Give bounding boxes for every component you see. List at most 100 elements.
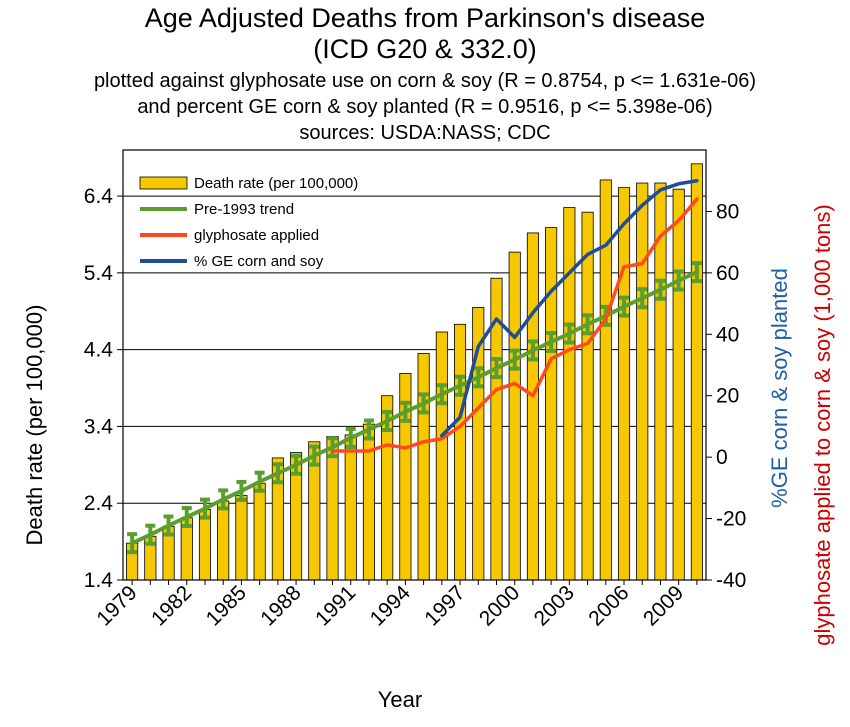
y-tick-label: 5.4	[84, 262, 114, 285]
trend-point	[418, 392, 429, 415]
bar-death-rate	[417, 353, 430, 581]
glyphosate-line	[330, 197, 699, 453]
bar-death-rate	[362, 423, 376, 581]
left-axis-ticks: 1.4 2.4 3.4 4.4 5.4 6.4	[84, 185, 123, 592]
trend-point	[491, 357, 502, 380]
trend-point	[436, 383, 447, 406]
chart-subtitle-2: and percent GE corn & soy planted (R = 0…	[137, 96, 712, 118]
trend-point	[291, 453, 302, 476]
x-tick-label: 1982	[147, 581, 196, 630]
bar-death-rate	[508, 251, 521, 581]
chart-title: Age Adjusted Deaths from Parkinson's dis…	[145, 3, 705, 33]
bar-series	[126, 163, 703, 581]
trend-point	[272, 462, 283, 485]
ge-line	[440, 178, 699, 438]
trend-point	[673, 269, 684, 292]
trend-point	[655, 278, 666, 301]
legend-item: Pre-1993 trend	[140, 201, 294, 218]
legend-item: Death rate (per 100,000)	[139, 175, 358, 192]
x-tick-label: 2000	[475, 581, 524, 630]
y-tick-label: 1.4	[84, 569, 114, 592]
x-axis-ticks: 1979 1982 1985 1988 1991 1994 1997 2000 2003 2006…	[92, 580, 698, 631]
x-tick-label: 1994	[366, 581, 416, 631]
trend-point	[619, 295, 630, 318]
bar-death-rate	[453, 323, 467, 581]
bar-death-rate	[636, 182, 649, 581]
legend-label: % GE corn and soy	[194, 253, 324, 270]
y2-tick-label: -40	[716, 569, 746, 592]
legend-label: Death rate (per 100,000)	[194, 175, 358, 192]
trend-point	[199, 497, 210, 520]
bar-death-rate	[344, 434, 357, 581]
x-tick-label: 1985	[202, 581, 251, 630]
trend-point	[564, 322, 575, 345]
y2-tick-label: 20	[716, 385, 739, 408]
bar-death-rate	[545, 227, 558, 581]
trend-point	[382, 410, 393, 433]
bar-death-rate	[581, 211, 594, 581]
legend-item: % GE corn and soy	[140, 253, 324, 270]
legend-swatch	[139, 176, 188, 190]
trend-line	[130, 270, 699, 546]
trend-point	[691, 261, 702, 284]
y2-axis-label: %GE corn & soy planted	[767, 268, 792, 508]
trend-point	[546, 330, 557, 353]
trend-point	[327, 436, 338, 459]
x-tick-label: 2003	[530, 581, 579, 630]
y2-tick-label: 40	[716, 323, 739, 346]
bar-death-rate	[690, 163, 703, 581]
trend-point	[163, 514, 174, 537]
trend-point	[473, 366, 484, 389]
y2-tick-label: 60	[716, 262, 739, 285]
y2-tick-label: 0	[716, 446, 728, 469]
x-tick-label: 2009	[639, 581, 688, 630]
x-tick-label: 1988	[256, 581, 305, 630]
bar-death-rate	[672, 188, 685, 581]
y-tick-label: 6.4	[84, 185, 114, 208]
y2-tick-label: 80	[716, 200, 739, 223]
chart-title-line2: (ICD G20 & 332.0)	[313, 34, 537, 64]
trend-point	[527, 339, 538, 362]
line-series	[127, 178, 702, 555]
y3-axis-label: glyphosate applied to corn & soy (1,000 …	[810, 204, 835, 646]
trend-point	[345, 426, 356, 449]
x-tick-label: 1991	[311, 581, 360, 630]
y-tick-label: 4.4	[84, 339, 114, 362]
y-tick-label: 3.4	[84, 415, 114, 438]
trend-point	[582, 313, 593, 336]
legend-label: Pre-1993 trend	[194, 201, 294, 218]
legend: Death rate (per 100,000) Pre-1993 trend gl…	[139, 175, 358, 270]
plot-frame	[122, 149, 707, 581]
trend-point	[509, 348, 520, 371]
chart-subtitle-1: plotted against glyphosate use on corn &…	[94, 70, 756, 92]
trend-point	[218, 488, 229, 511]
trend-point	[455, 374, 466, 397]
bar-death-rate	[526, 232, 539, 581]
bar-death-rate	[217, 500, 230, 581]
trend-point	[363, 418, 374, 441]
bar-death-rate	[617, 187, 631, 581]
legend-label: glyphosate applied	[194, 227, 319, 244]
trend-point	[181, 506, 192, 529]
y-tick-label: 2.4	[84, 492, 114, 515]
trend-point	[309, 444, 320, 467]
right-axis-ticks: -40 -20 0 20 40 60 80	[706, 200, 746, 592]
trend-point	[254, 470, 265, 493]
legend-item: glyphosate applied	[140, 227, 319, 244]
y2-tick-label: -20	[716, 508, 746, 531]
bar-death-rate	[253, 482, 266, 581]
bar-death-rate	[235, 495, 248, 581]
trend-point	[236, 479, 247, 502]
y-axis-label: Death rate (per 100,000)	[22, 305, 47, 546]
bar-death-rate	[435, 331, 448, 581]
x-axis-label: Year	[378, 687, 422, 712]
x-tick-label: 1997	[420, 581, 469, 630]
trend-point	[127, 532, 138, 555]
trend-point	[145, 523, 156, 546]
x-tick-label: 2006	[584, 581, 633, 630]
trend-point	[637, 287, 648, 310]
chart-subtitle-3: sources: USDA:NASS; CDC	[299, 122, 550, 144]
trend-point	[400, 400, 411, 423]
bar-death-rate	[198, 508, 212, 581]
